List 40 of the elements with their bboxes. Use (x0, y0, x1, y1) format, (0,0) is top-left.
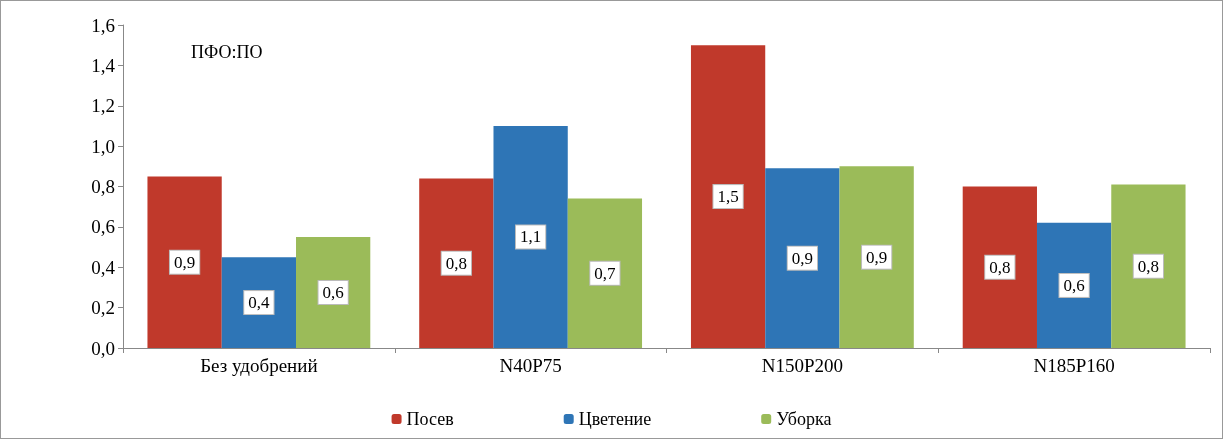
bar (1111, 184, 1186, 348)
annotation: ПФО:ПО (191, 42, 263, 62)
bar (690, 45, 766, 348)
bar (839, 166, 914, 348)
data-label: 1,1 (520, 227, 542, 247)
bar (1036, 222, 1112, 348)
bar (567, 198, 643, 348)
data-label: 0,9 (173, 252, 196, 272)
data-label: 0,6 (322, 282, 344, 302)
data-label: 1,5 (717, 187, 739, 207)
bar (493, 125, 568, 348)
data-label: 0,8 (989, 257, 1011, 277)
legend-label: Посев (406, 409, 454, 429)
y-tick-label: 1,0 (91, 135, 115, 157)
bar (962, 186, 1037, 348)
legend-label: Уборка (776, 409, 832, 429)
y-tick-label: 0,0 (91, 337, 115, 359)
data-label: 0,9 (866, 247, 888, 267)
y-tick-label: 1,2 (91, 95, 115, 117)
bar (147, 176, 222, 348)
bar (765, 168, 840, 348)
x-tick-label: N185P160 (1033, 355, 1115, 376)
data-label: 0,6 (1063, 275, 1085, 295)
x-tick-label: N40P75 (499, 355, 562, 376)
data-label: 0,4 (248, 293, 270, 313)
y-tick-label: 1,4 (91, 54, 116, 76)
y-tick-label: 0,2 (91, 297, 115, 319)
y-tick-label: 0,8 (91, 176, 115, 197)
data-label: 0,8 (1137, 256, 1160, 276)
x-tick-label: N150P200 (761, 355, 844, 376)
data-label: 0,8 (445, 253, 467, 273)
y-tick-label: 0,4 (91, 256, 116, 278)
bar (296, 236, 371, 348)
y-tick-label: 0,6 (91, 216, 115, 238)
data-label: 0,7 (594, 263, 617, 283)
y-tick-label: 1,6 (91, 14, 115, 36)
data-label: 0,9 (791, 248, 813, 268)
x-tick-label: Без удобрений (200, 355, 318, 376)
legend-label: Цветение (578, 409, 652, 429)
bar (419, 178, 494, 348)
